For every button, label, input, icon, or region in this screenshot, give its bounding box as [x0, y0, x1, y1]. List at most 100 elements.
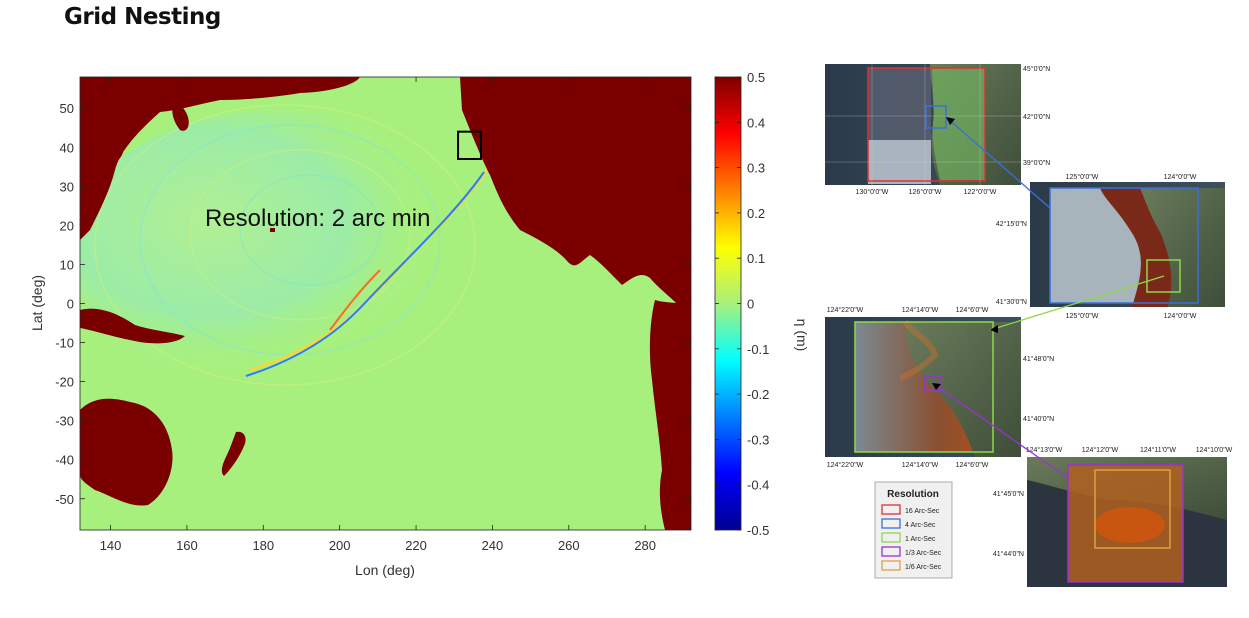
- map-coordinate-label: 126°0'0"W: [909, 188, 942, 196]
- legend-swatch: [881, 546, 901, 557]
- wave-trough: [245, 171, 485, 377]
- map-coordinate-label: 41°30'0"N: [996, 298, 1027, 306]
- map1-coast-green: [932, 68, 985, 180]
- map-coordinate-label: 45°0'0"N: [1023, 65, 1050, 73]
- map1-grid: [825, 64, 1021, 185]
- indonesia: [80, 308, 185, 344]
- nested-map-third-arcsec: 124°13'0"W 124°12'0"W 124°11'0"W 124°10'0"W…: [993, 446, 1233, 587]
- y-tick-label: 20: [60, 218, 74, 233]
- map-coordinate-label: 41°45'0"N: [993, 490, 1024, 498]
- map-coordinate-label: 125°0'0"W: [1066, 173, 1099, 181]
- nested-map-1-arcsec: 124°22'0"W 124°14'0"W 124°6'0"W 41°48'0"N 41…: [825, 306, 1054, 469]
- colorbar-gradient: [714, 76, 742, 531]
- nest-connectors: [931, 116, 1165, 479]
- y-tick-label: -30: [55, 414, 74, 429]
- heatmap-plot: Resolution: 2 arc min 140 160 180 200 220 240…: [29, 76, 692, 578]
- map3-1-box: [854, 321, 994, 453]
- map-coordinate-label: 122°0'0"W: [964, 188, 997, 196]
- colorbar-tick-label: -0.1: [747, 342, 769, 357]
- map2-4-box: [1049, 187, 1199, 304]
- map4-third-box: [1067, 464, 1184, 583]
- legend-label: 1/3 Arc-Sec: [905, 550, 942, 557]
- connector-1-to-third: [931, 382, 1069, 479]
- connector-4-to-1: [989, 275, 1165, 331]
- arrowhead-2: [990, 325, 998, 333]
- wave-front-2: [329, 269, 381, 331]
- arrowhead-3: [932, 383, 941, 390]
- connector-16-to-4: [945, 116, 1051, 209]
- map-coordinate-label: 42°15'0"N: [996, 220, 1027, 228]
- x-axis-ticks: 140 160 180 200 220 240 260 280: [100, 77, 656, 553]
- x-tick-label: 180: [252, 538, 274, 553]
- map4-labels: 124°13'0"W 124°12'0"W 124°11'0"W 124°10'0"W…: [993, 446, 1233, 558]
- south-america: [649, 300, 691, 530]
- map3-shelf: [898, 320, 939, 381]
- x-tick-label: 140: [100, 538, 122, 553]
- map-coordinate-label: 124°14'0"W: [902, 461, 939, 469]
- map-coordinate-label: 39°0'0"N: [1023, 159, 1050, 167]
- map-coordinate-label: 124°22'0"W: [827, 306, 864, 314]
- colorbar-tick-label: -0.5: [747, 523, 769, 538]
- colorbar: 0.5 0.4 0.3 0.2 0.1 0 -0.1 -0.2 -0.3 -0.4 -0.5 η (…: [714, 70, 810, 538]
- map-coordinate-label: 124°12'0"W: [1082, 446, 1119, 454]
- kamchatka: [172, 100, 189, 131]
- legend-title: Resolution: [887, 489, 939, 500]
- x-tick-label: 200: [329, 538, 351, 553]
- map-coordinate-label: 124°6'0"W: [956, 461, 989, 469]
- colorbar-tick-label: 0.3: [747, 161, 765, 176]
- map1-labels: 45°0'0"N 42°0'0"N 39°0'0"N 130°0'0"W 126°0'0…: [856, 65, 1051, 196]
- australia: [80, 398, 173, 506]
- map-coordinate-label: 125°0'0"W: [1066, 312, 1099, 320]
- y-axis-ticks: 50 40 30 20 10 0 -10 -20 -30 -40 -50: [55, 101, 691, 507]
- x-tick-label: 260: [558, 538, 580, 553]
- colorbar-tick-label: 0.4: [747, 115, 765, 130]
- map-coordinate-label: 124°0'0"W: [1164, 173, 1197, 181]
- map3-labels: 124°22'0"W 124°14'0"W 124°6'0"W 41°48'0"N 41…: [827, 306, 1054, 469]
- map-coordinate-label: 124°22'0"W: [827, 461, 864, 469]
- legend-label: 4 Arc-Sec: [905, 522, 936, 529]
- y-tick-label: 50: [60, 101, 74, 116]
- y-tick-label: 30: [60, 179, 74, 194]
- highlight-box: [457, 130, 482, 161]
- y-tick-label: 10: [60, 257, 74, 272]
- legend-swatch: [881, 518, 901, 529]
- legend-box: [874, 481, 953, 579]
- y-axis-label: Lat (deg): [29, 275, 45, 331]
- x-tick-label: 220: [405, 538, 427, 553]
- x-tick-label: 160: [176, 538, 198, 553]
- legend-label: 16 Arc-Sec: [905, 508, 940, 515]
- map2-1-box: [1146, 259, 1181, 293]
- map4-harbor: [1095, 507, 1165, 543]
- y-tick-label: -10: [55, 336, 74, 351]
- map-coordinate-label: 41°48'0"N: [1023, 355, 1054, 363]
- land: [80, 77, 691, 530]
- x-axis-label: Lon (deg): [355, 562, 415, 578]
- map-coordinate-label: 124°14'0"W: [902, 306, 939, 314]
- colorbar-tick-label: 0.1: [747, 251, 765, 266]
- map-coordinate-label: 41°40'0"N: [1023, 415, 1054, 423]
- legend-label: 1 Arc-Sec: [905, 536, 936, 543]
- y-tick-label: -20: [55, 375, 74, 390]
- colorbar-ticks: 0.5 0.4 0.3 0.2 0.1 0 -0.1 -0.2 -0.3 -0.4 -0.5: [715, 70, 769, 538]
- nested-map-4-arcsec: 125°0'0"W 124°0'0"W 42°15'0"N 41°30'0"N 125°…: [996, 173, 1225, 320]
- y-tick-label: 0: [67, 297, 74, 312]
- map-coordinate-label: 124°0'0"W: [1164, 312, 1197, 320]
- resolution-annotation: Resolution: 2 arc min: [205, 205, 430, 232]
- y-tick-label: -50: [55, 492, 74, 507]
- x-tick-label: 240: [482, 538, 504, 553]
- legend-swatch: [881, 504, 901, 515]
- colorbar-tick-label: -0.3: [747, 432, 769, 447]
- map-coordinate-label: 41°44'0"N: [993, 550, 1024, 558]
- colorbar-tick-label: 0.2: [747, 206, 765, 221]
- asia: [80, 77, 360, 240]
- legend-swatch: [881, 560, 901, 571]
- map3-third-box: [923, 375, 941, 392]
- x-tick-label: 280: [634, 538, 656, 553]
- new-zealand: [221, 431, 246, 476]
- y-tick-label: 40: [60, 140, 74, 155]
- legend-items: 16 Arc-Sec 4 Arc-Sec 1 Arc-Sec 1/3 Arc-Sec 1…: [881, 504, 942, 571]
- map1-shelf: [868, 68, 931, 140]
- map1-16-box: [867, 67, 986, 182]
- hawaii: [270, 228, 275, 232]
